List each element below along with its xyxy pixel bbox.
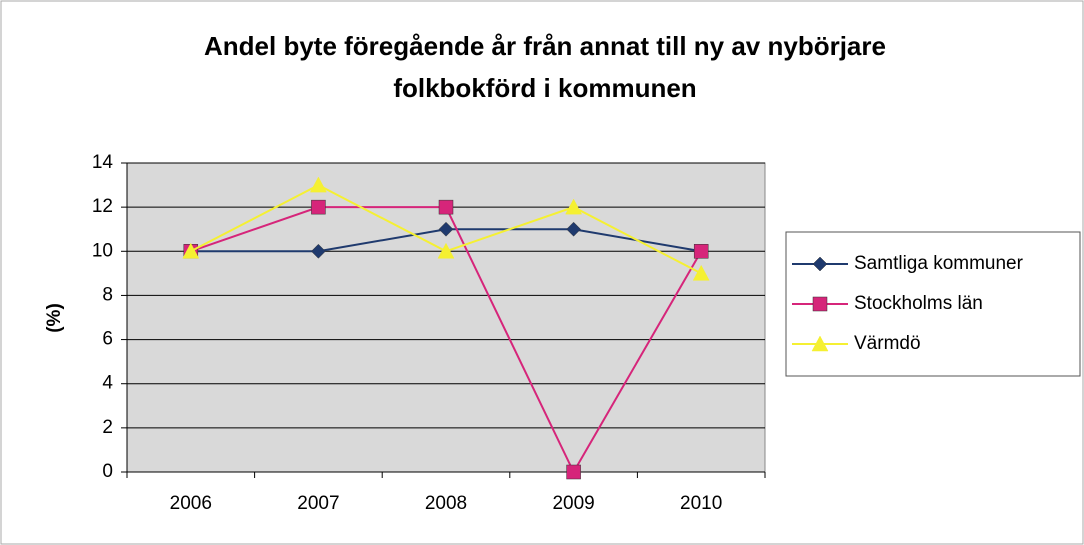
marker: [566, 221, 581, 237]
legend-marker: [812, 256, 828, 272]
chart-title: folkbokförd i kommunen: [393, 73, 696, 103]
legend-marker: [812, 296, 828, 312]
marker: [309, 176, 327, 193]
x-tick-label: 2008: [425, 493, 467, 514]
y-tick-label: 4: [102, 373, 113, 394]
marker: [566, 464, 581, 480]
marker: [438, 199, 454, 215]
y-tick-label: 14: [92, 152, 114, 173]
marker: [311, 199, 326, 215]
y-tick-label: 8: [102, 284, 113, 305]
legend-label: Värmdö: [854, 333, 921, 354]
marker: [565, 198, 583, 215]
x-tick-label: 2007: [297, 493, 339, 514]
marker: [693, 244, 709, 259]
y-tick-label: 6: [102, 329, 113, 350]
marker: [311, 243, 326, 259]
legend-label: Stockholms län: [854, 293, 983, 314]
chart-title: Andel byte föregående år från annat till…: [204, 31, 886, 61]
marker: [692, 264, 710, 281]
y-tick-label: 12: [92, 196, 113, 217]
marker: [437, 242, 455, 259]
x-tick-label: 2006: [170, 493, 212, 514]
y-tick-label: 10: [92, 240, 113, 261]
legend-label: Samtliga kommuner: [854, 253, 1024, 274]
marker: [182, 242, 200, 259]
plot-area: [126, 162, 766, 473]
x-tick-label: 2010: [680, 493, 722, 514]
y-tick-label: 2: [102, 417, 113, 438]
legend-marker: [811, 335, 829, 352]
x-tick-label: 2009: [552, 493, 594, 514]
y-tick-label: 0: [102, 461, 113, 482]
y-axis-label: (%): [44, 303, 65, 333]
marker: [438, 221, 454, 237]
